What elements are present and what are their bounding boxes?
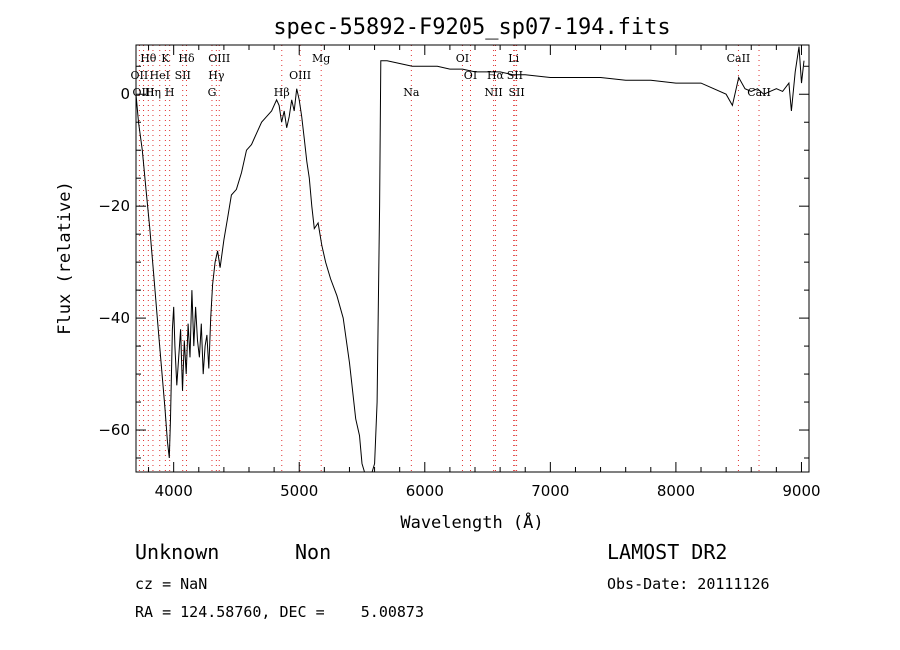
obs-date-label: Obs-Date: 20111126 <box>607 575 770 593</box>
line-label-13: OI <box>464 69 477 82</box>
line-label-2: Hδ <box>178 52 195 65</box>
line-label-21: Na <box>403 86 420 99</box>
x-tick-label: 7000 <box>531 482 569 500</box>
y-tick-label: 0 <box>120 85 130 103</box>
line-label-10: SII <box>175 69 191 82</box>
x-axis-ticks: 4000 5000 6000 7000 8000 9000 <box>148 45 821 500</box>
x-tick-label: 4000 <box>155 482 193 500</box>
line-label-6: Li <box>508 52 519 65</box>
line-label-3: OIII <box>208 52 230 65</box>
x-tick-label: 8000 <box>657 482 695 500</box>
line-label-11: Hγ <box>208 69 225 82</box>
line-label-0: Hθ <box>140 52 157 65</box>
y-tick-label: −40 <box>98 309 130 327</box>
line-label-8: OII <box>131 69 149 82</box>
line-label-24: CaII <box>747 86 771 99</box>
line-label-4: Mg <box>312 52 330 65</box>
redshift-label: cz = NaN <box>135 575 208 593</box>
y-tick-label: −20 <box>98 197 130 215</box>
line-label-9: HeI <box>150 69 170 82</box>
spectrum-series-line <box>135 46 805 473</box>
line-markers <box>138 45 760 472</box>
line-label-19: G <box>208 86 217 99</box>
coordinates-label: RA = 124.58760, DEC = 5.00873 <box>135 603 424 621</box>
line-label-5: OI <box>456 52 469 65</box>
line-label-7: CaII <box>727 52 751 65</box>
plot-frame <box>135 44 810 473</box>
line-label-14: Hα <box>487 69 505 82</box>
class-label: Unknown <box>135 540 220 564</box>
line-label-12: OIII <box>289 69 311 82</box>
line-label-23: SII <box>508 86 524 99</box>
line-label-1: K <box>161 52 170 65</box>
line-label-22: NII <box>484 86 502 99</box>
x-tick-label: 6000 <box>406 482 444 500</box>
chart-title: spec-55892-F9205_sp07-194.fits <box>273 15 670 40</box>
y-tick-label: −60 <box>98 421 130 439</box>
y-axis-ticks: 0 −20 −40 −60 <box>98 65 809 459</box>
line-label-17: Hη <box>145 86 161 99</box>
y-axis-label: Flux (relative) <box>55 181 75 335</box>
subclass-label: Non <box>295 540 332 564</box>
x-axis-label: Wavelength (Å) <box>400 511 543 533</box>
line-label-16: OIII <box>133 86 155 99</box>
survey-label: LAMOST DR2 <box>607 540 728 564</box>
x-tick-label: 5000 <box>280 482 318 500</box>
x-tick-label: 9000 <box>782 482 820 500</box>
line-label-20: Hβ <box>274 86 290 99</box>
line-label-18: H <box>165 86 175 99</box>
line-label-15: SII <box>507 69 523 82</box>
